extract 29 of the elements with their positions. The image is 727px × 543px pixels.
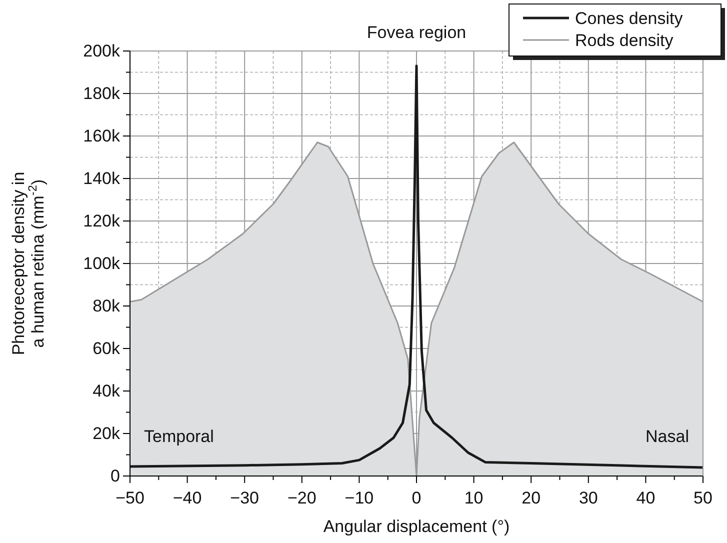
y-tick-label: 20k — [92, 424, 120, 443]
y-tick-label: 180k — [83, 84, 120, 103]
legend-label: Rods density — [575, 31, 674, 50]
x-tick-label: −10 — [344, 488, 374, 508]
y-tick-label: 140k — [83, 168, 120, 188]
annotation: Nasal — [646, 427, 689, 446]
x-tick-label: −40 — [172, 488, 202, 508]
y-tick-label: 100k — [83, 254, 120, 273]
x-tick-label: −20 — [287, 488, 316, 508]
y-tick-label: 160k — [83, 126, 120, 146]
y-tick-label: 0 — [110, 466, 120, 486]
annotation: Temporal — [144, 427, 214, 446]
x-tick-label: 50 — [694, 488, 712, 508]
y-tick-label: 200k — [83, 41, 120, 60]
line-series — [128, 64, 704, 469]
x-tick-label: 30 — [578, 488, 598, 508]
x-tick-label: 20 — [522, 488, 541, 508]
y-tick-label: 120k — [83, 211, 120, 230]
chart-title: Fovea region — [366, 23, 466, 42]
y-tick-label: 80k — [92, 296, 120, 316]
x-tick-label: 0 — [412, 488, 422, 508]
y-tick-label: 40k — [92, 381, 120, 400]
x-tick-label: −50 — [116, 488, 144, 508]
x-axis-title: Angular displacement (°) — [323, 517, 510, 536]
legend-label: Cones density — [575, 9, 684, 28]
x-tick-label: 10 — [464, 488, 484, 508]
x-tick-label: 40 — [636, 488, 656, 508]
x-tick-label: −30 — [230, 488, 260, 508]
y-tick-label: 60k — [92, 338, 120, 358]
